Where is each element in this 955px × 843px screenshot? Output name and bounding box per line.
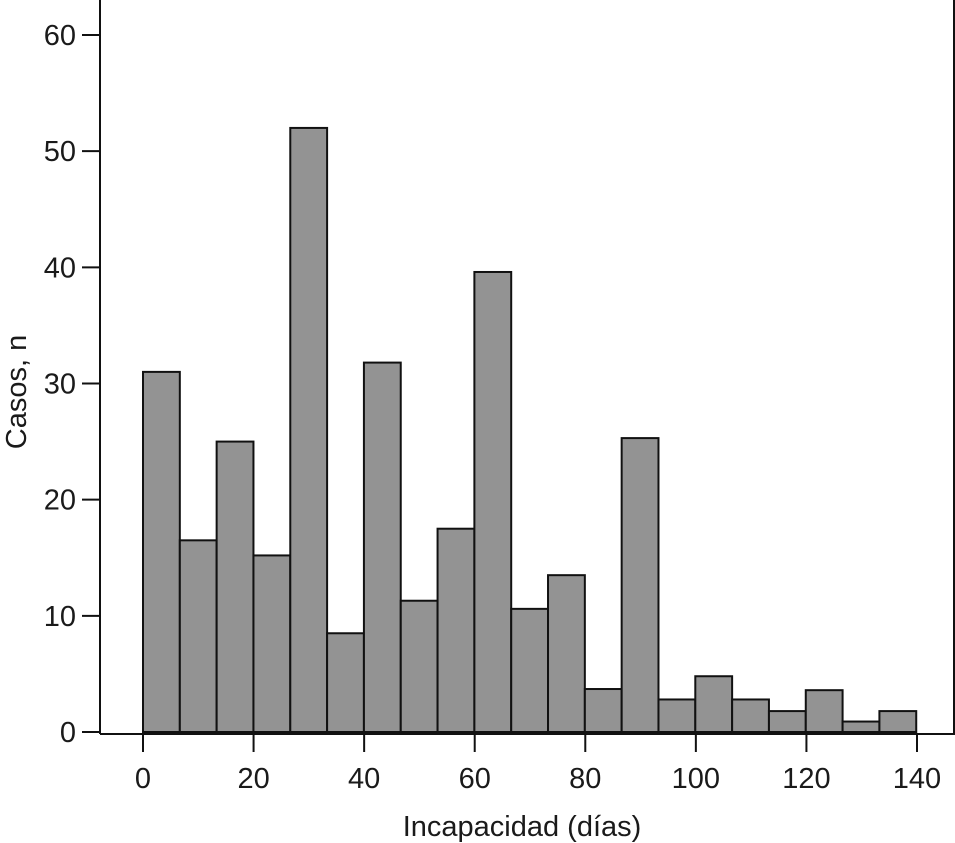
axes-group [99, 0, 955, 735]
bar-10 [510, 607, 550, 733]
x-tick-label-5: 100 [672, 763, 720, 795]
x-tick-label-2: 40 [348, 763, 380, 795]
bar-7 [399, 599, 439, 733]
x-axis-title: Incapacidad (días) [403, 811, 642, 843]
y-tick-label-2: 20 [44, 485, 76, 517]
bar-0 [142, 370, 181, 733]
bar-16 [731, 698, 770, 733]
bar-13 [620, 437, 660, 733]
bar-20 [878, 710, 918, 734]
x-tick-label-1: 20 [237, 763, 269, 795]
x-tick-label-0: 0 [135, 763, 151, 795]
bar-1 [178, 539, 218, 734]
bar-19 [841, 720, 881, 733]
bar-17 [767, 710, 807, 734]
bar-3 [252, 554, 292, 733]
bar-11 [547, 574, 586, 733]
bar-12 [583, 688, 623, 734]
x-tick-label-4: 80 [569, 763, 601, 795]
x-tick-label-7: 140 [893, 763, 941, 795]
y-tick-label-0: 0 [60, 717, 76, 749]
bar-2 [215, 440, 255, 733]
x-ticks-group: 0 20 40 60 80 100 120 140 [135, 734, 941, 795]
y-tick-label-3: 30 [44, 369, 76, 401]
y-ticks-group: 0 10 20 30 40 50 60 [44, 20, 100, 749]
y-tick-label-4: 40 [44, 252, 76, 284]
bar-8 [436, 527, 476, 734]
bar-4 [289, 126, 329, 734]
y-axis-title: Casos, n [1, 335, 33, 449]
bar-6 [362, 361, 402, 733]
x-tick-label-6: 120 [782, 763, 830, 795]
bar-18 [804, 689, 844, 733]
y-tick-label-1: 10 [44, 601, 76, 633]
bar-5 [326, 632, 365, 734]
bar-15 [694, 675, 734, 733]
y-tick-label-6: 60 [44, 20, 76, 52]
bar-14 [657, 698, 697, 733]
bar-9 [473, 270, 513, 733]
y-tick-label-5: 50 [44, 136, 76, 168]
x-tick-label-3: 60 [459, 763, 491, 795]
bars-group [142, 126, 918, 734]
